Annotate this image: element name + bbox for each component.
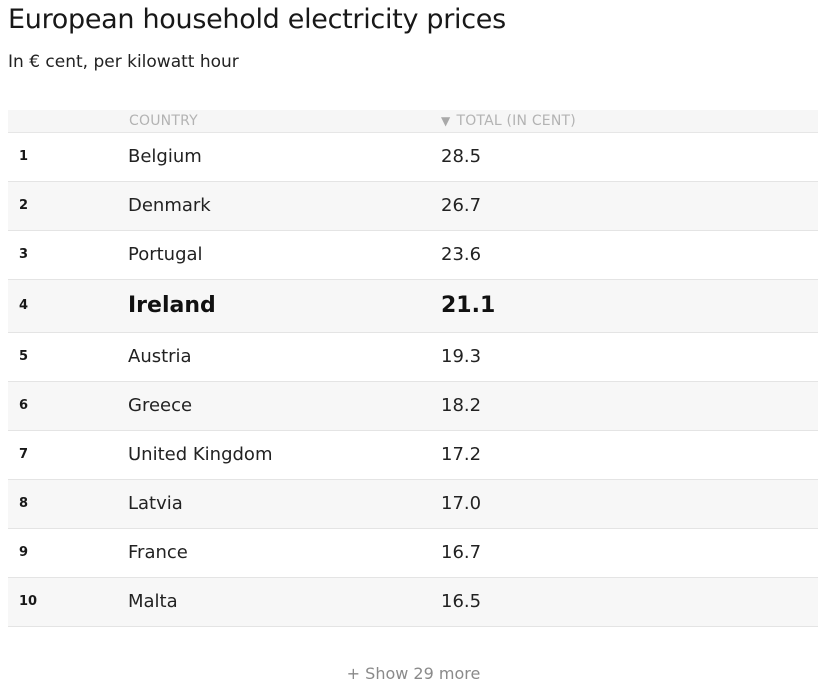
row-country: Malta bbox=[128, 591, 178, 612]
row-rank: 9 bbox=[19, 545, 29, 560]
table-row: 6 Greece 18.2 bbox=[8, 382, 818, 431]
row-rank: 10 bbox=[19, 594, 38, 609]
row-total: 16.5 bbox=[441, 591, 482, 612]
row-rank: 6 bbox=[19, 398, 29, 413]
table-row: 7 United Kingdom 17.2 bbox=[8, 431, 818, 480]
row-total: 21.1 bbox=[441, 293, 496, 318]
row-country: Denmark bbox=[128, 195, 211, 216]
row-rank: 3 bbox=[19, 247, 29, 262]
table-row: 10 Malta 16.5 bbox=[8, 578, 818, 627]
table-row: 4 Ireland 21.1 bbox=[8, 280, 818, 333]
column-header-total[interactable]: ▼ TOTAL (IN CENT) bbox=[441, 113, 576, 129]
table-row: 5 Austria 19.3 bbox=[8, 333, 818, 382]
show-more-button[interactable]: + Show 29 more bbox=[346, 664, 481, 683]
row-total: 26.7 bbox=[441, 195, 482, 216]
row-total: 19.3 bbox=[441, 346, 482, 367]
table-row: 1 Belgium 28.5 bbox=[8, 133, 818, 182]
column-header-country[interactable]: COUNTRY bbox=[129, 113, 198, 129]
row-country: United Kingdom bbox=[128, 444, 273, 465]
column-header-total-label: TOTAL (IN CENT) bbox=[456, 113, 576, 129]
table-row: 9 France 16.7 bbox=[8, 529, 818, 578]
sort-descending-icon: ▼ bbox=[441, 114, 451, 128]
table-row: 3 Portugal 23.6 bbox=[8, 231, 818, 280]
row-rank: 4 bbox=[19, 298, 29, 313]
row-country: Belgium bbox=[128, 146, 202, 167]
row-total: 18.2 bbox=[441, 395, 482, 416]
row-total: 17.2 bbox=[441, 444, 482, 465]
table-body: 1 Belgium 28.5 2 Denmark 26.7 3 Portugal 23.6 4 Ir… bbox=[8, 133, 818, 627]
row-total: 16.7 bbox=[441, 542, 482, 563]
row-country: Portugal bbox=[128, 244, 203, 265]
row-total: 28.5 bbox=[441, 146, 482, 167]
row-country: France bbox=[128, 542, 188, 563]
table-row: 2 Denmark 26.7 bbox=[8, 182, 818, 231]
row-rank: 8 bbox=[19, 496, 29, 511]
row-rank: 2 bbox=[19, 198, 29, 213]
table-header: COUNTRY ▼ TOTAL (IN CENT) bbox=[8, 110, 818, 133]
row-total: 17.0 bbox=[441, 493, 482, 514]
row-total: 23.6 bbox=[441, 244, 482, 265]
row-country: Latvia bbox=[128, 493, 183, 514]
chart-subtitle: In € cent, per kilowatt hour bbox=[8, 52, 239, 72]
row-country: Austria bbox=[128, 346, 192, 367]
row-rank: 5 bbox=[19, 349, 29, 364]
row-country: Ireland bbox=[128, 293, 216, 318]
chart-title: European household electricity prices bbox=[8, 4, 506, 35]
row-rank: 1 bbox=[19, 149, 29, 164]
row-rank: 7 bbox=[19, 447, 29, 462]
row-country: Greece bbox=[128, 395, 193, 416]
table-row: 8 Latvia 17.0 bbox=[8, 480, 818, 529]
price-table: COUNTRY ▼ TOTAL (IN CENT) 1 Belgium 28.5 2 De… bbox=[8, 110, 818, 627]
